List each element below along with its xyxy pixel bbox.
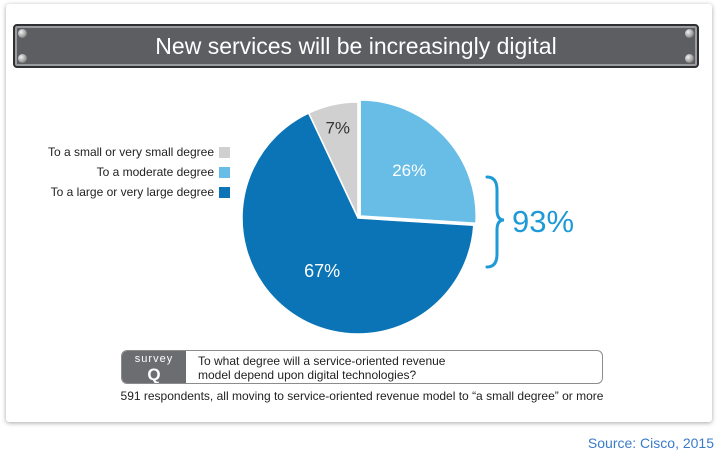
legend-item: To a large or very large degree: [18, 182, 230, 202]
brace-icon: [485, 175, 505, 269]
survey-tag-letter: Q: [147, 365, 161, 384]
survey-question-box: survey Q To what degree will a service-o…: [121, 350, 603, 384]
screw-icon: [685, 54, 694, 63]
legend: To a small or very small degree To a mod…: [18, 142, 230, 202]
survey-question-line: To what degree will a service-oriented r…: [198, 354, 446, 368]
total-annotation: 93%: [512, 204, 574, 239]
chart-title: New services will be increasingly digita…: [155, 33, 557, 59]
legend-item: To a moderate degree: [18, 162, 230, 182]
legend-swatch: [219, 146, 230, 158]
slice-label: 67%: [304, 261, 340, 281]
screw-icon: [18, 54, 27, 63]
legend-label: To a large or very large degree: [50, 185, 214, 199]
legend-label: To a small or very small degree: [47, 145, 214, 159]
slice-label: 7%: [325, 118, 350, 137]
slice-label: 26%: [392, 161, 426, 180]
screw-icon: [685, 29, 694, 38]
screw-icon: [18, 29, 27, 38]
survey-question: To what degree will a service-oriented r…: [186, 351, 445, 383]
title-banner: New services will be increasingly digita…: [13, 24, 699, 68]
respondents-note: 591 respondents, all moving to service-o…: [120, 389, 604, 403]
legend-label: To a moderate degree: [96, 165, 214, 179]
survey-tag-word: survey: [134, 353, 174, 365]
source-credit: Source: Cisco, 2015: [587, 435, 714, 451]
legend-item: To a small or very small degree: [18, 142, 230, 162]
survey-question-line: model depend upon digital technologies?: [198, 368, 417, 382]
legend-swatch: [219, 186, 230, 198]
survey-tag: survey Q: [122, 351, 186, 383]
pie-slice: [241, 112, 475, 335]
pie-slice: [359, 99, 477, 225]
legend-swatch: [219, 166, 230, 178]
